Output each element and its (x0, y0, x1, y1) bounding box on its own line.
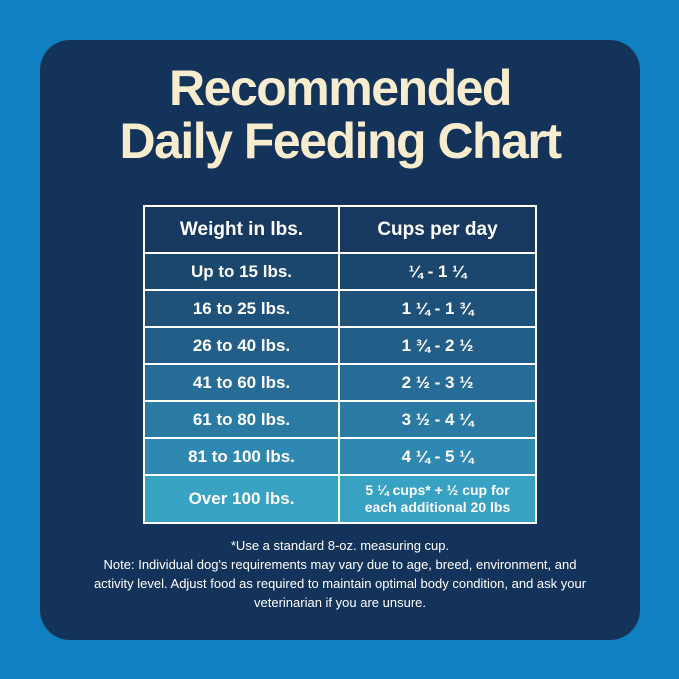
table-row: 81 to 100 lbs. 4 ¼ - 5 ¼ (145, 439, 535, 476)
weight-cell: Over 100 lbs. (145, 476, 340, 522)
weight-cell: Up to 15 lbs. (145, 254, 340, 289)
cups-cell: 1 ¾ - 2 ½ (401, 335, 474, 355)
table-header-row: Weight in lbs. Cups per day (145, 207, 535, 254)
vet-note: Note: Individual dog's requirements may … (93, 557, 587, 610)
weight-cell: 81 to 100 lbs. (145, 439, 340, 474)
table-row: Up to 15 lbs. ¼ - 1 ¼ (145, 254, 535, 291)
cups-cell: ¼ - 1 ¼ (408, 261, 467, 281)
weight-cell: 41 to 60 lbs. (145, 365, 340, 400)
cups-cell: 3 ½ - 4 ¼ (401, 409, 474, 429)
table-row: 61 to 80 lbs. 3 ½ - 4 ¼ (145, 402, 535, 439)
cups-cell: 1 ¼ - 1 ¾ (401, 298, 474, 318)
cups-cell: 4 ¼ - 5 ¼ (401, 446, 474, 466)
page-title: Recommended Daily Feeding Chart (40, 62, 640, 168)
table-row: 26 to 40 lbs. 1 ¾ - 2 ½ (145, 328, 535, 365)
title-line-1: Recommended (169, 60, 512, 116)
measuring-cup-note: *Use a standard 8-oz. measuring cup. (230, 538, 450, 553)
feeding-table: Weight in lbs. Cups per day Up to 15 lbs… (143, 205, 537, 524)
table-body: Up to 15 lbs. ¼ - 1 ¼ 16 to 25 lbs. 1 ¼ - 1… (145, 254, 535, 522)
column-header-cups: Cups per day (377, 218, 498, 240)
title-line-2: Daily Feeding Chart (119, 113, 562, 169)
table-row: 41 to 60 lbs. 2 ½ - 3 ½ (145, 365, 535, 402)
feeding-chart-card: Recommended Daily Feeding Chart Weight i… (40, 40, 640, 640)
weight-cell: 61 to 80 lbs. (145, 402, 340, 437)
table-row: 16 to 25 lbs. 1 ¼ - 1 ¾ (145, 291, 535, 328)
column-header-weight: Weight in lbs. (145, 207, 340, 252)
table-row: Over 100 lbs. 5 ¼ cups* + ½ cup for each … (145, 476, 535, 522)
weight-cell: 16 to 25 lbs. (145, 291, 340, 326)
weight-cell: 26 to 40 lbs. (145, 328, 340, 363)
cups-cell: 2 ½ - 3 ½ (401, 372, 474, 392)
footnotes: *Use a standard 8-oz. measuring cup. Not… (92, 536, 588, 612)
cups-cell: 5 ¼ cups* + ½ cup for each additional 20… (364, 482, 511, 515)
